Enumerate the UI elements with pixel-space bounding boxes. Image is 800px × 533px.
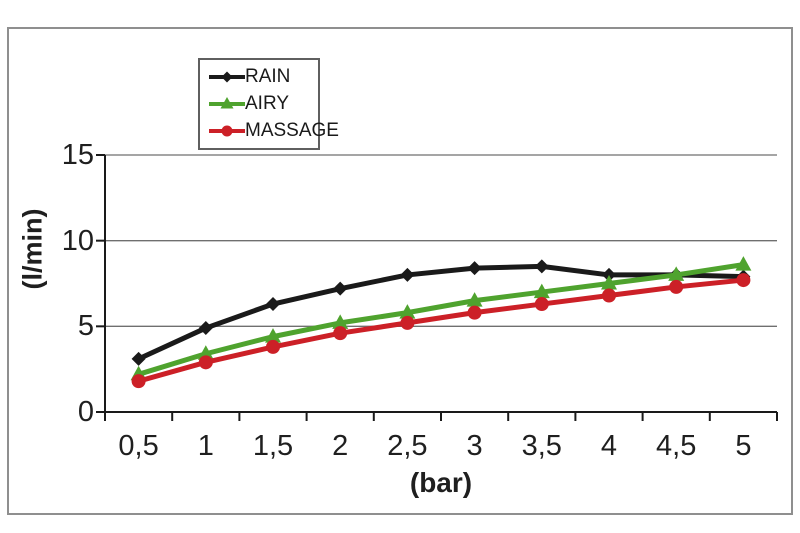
x-tick-label: 2 (332, 430, 349, 462)
x-tick-label: 1 (197, 430, 214, 462)
chart-outer-frame (7, 27, 793, 515)
legend-item-airy: AIRY (209, 92, 316, 116)
y-tick-label: 0 (77, 396, 94, 428)
y-tick-label: 15 (61, 139, 94, 171)
y-tick-label: 5 (77, 310, 94, 343)
x-tick-label: 4 (600, 430, 618, 462)
rain-line-marker-icon (209, 69, 245, 85)
x-tick-label: 4,5 (656, 430, 697, 462)
x-tick-label: 1,5 (252, 430, 294, 462)
x-tick-label: 3 (466, 430, 483, 462)
massage-line-marker-icon (209, 123, 245, 139)
x-tick-label: 3,5 (521, 430, 562, 462)
legend-label: MASSAGE (245, 120, 339, 141)
legend-item-massage: MASSAGE (209, 119, 339, 143)
legend: RAIN AIRY MASSAGE (198, 58, 339, 150)
legend-label: RAIN (245, 66, 291, 87)
x-tick-label: 0,5 (118, 430, 159, 462)
x-axis-title: (bar) (409, 467, 473, 498)
x-tick-label: 2,5 (387, 430, 428, 462)
airy-line-marker-icon (209, 96, 245, 112)
y-tick-label: 10 (61, 224, 94, 257)
x-tick-label: 5 (735, 430, 752, 462)
y-axis-title: (l/min) (17, 208, 48, 290)
legend-label: AIRY (245, 93, 290, 114)
legend-item-rain: RAIN (209, 65, 316, 89)
